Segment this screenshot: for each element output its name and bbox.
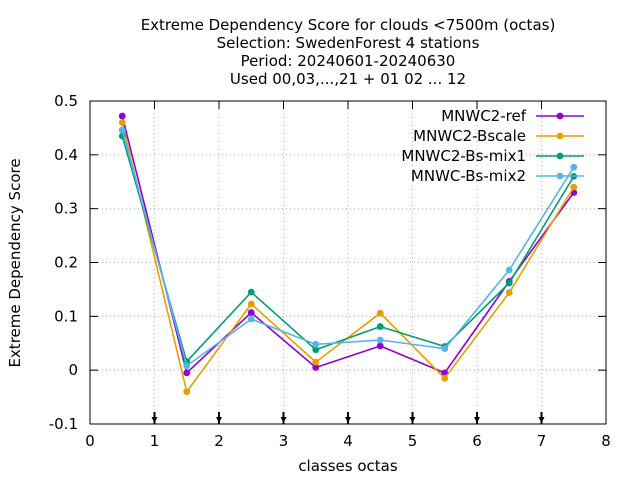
data-point: [570, 163, 578, 171]
data-point: [118, 112, 126, 120]
y-tick-label: 0.3: [54, 200, 78, 218]
x-boundary-arrow: [280, 417, 287, 423]
axis-ticks: 0 1 2 3 4 5 6 7 8 -0.1 0 0.1 0.2 0.3 0.4 0.5: [49, 92, 611, 450]
x-tick-label: 3: [279, 432, 289, 450]
title-line-2: Selection: SwedenForest 4 stations: [217, 34, 480, 52]
title-line-3: Period: 20240601-20240630: [241, 52, 456, 70]
y-tick-label: 0: [68, 361, 78, 379]
legend: MNWC2-ref MNWC2-Bscale MNWC2-Bs-mix1 MNWC-B…: [401, 107, 584, 185]
title-line-1: Extreme Dependency Score for clouds <750…: [141, 16, 556, 34]
data-point: [312, 346, 320, 354]
data-point: [441, 374, 449, 382]
x-boundary-arrow: [345, 417, 351, 423]
x-boundary-arrow: [409, 417, 416, 423]
data-point: [247, 315, 255, 323]
y-tick-label: 0.1: [54, 307, 78, 325]
data-point: [570, 183, 578, 191]
data-point: [183, 388, 191, 396]
x-tick-label: 1: [150, 432, 160, 450]
data-point: [376, 336, 384, 344]
data-point: [247, 309, 255, 316]
data-point: [183, 362, 191, 370]
chart-title: Extreme Dependency Score for clouds <750…: [141, 16, 556, 88]
legend-swatch-point: [556, 132, 564, 140]
data-point: [505, 289, 513, 297]
legend-label: MNWC2-Bs-mix1: [401, 147, 526, 165]
data-point: [312, 364, 320, 371]
x-tick-label: 4: [343, 432, 353, 450]
x-boundary-arrow: [538, 417, 545, 423]
x-boundary-arrow: [474, 417, 480, 423]
x-tick-label: 7: [537, 432, 547, 450]
data-point: [312, 358, 320, 366]
data-point: [247, 300, 255, 308]
legend-label: MNWC-Bs-mix2: [411, 167, 526, 185]
data-point: [376, 323, 384, 330]
data-point: [118, 119, 126, 126]
x-tick-label: 0: [85, 432, 95, 450]
x-tick-label: 6: [472, 432, 482, 450]
data-point: [441, 345, 449, 353]
data-point: [441, 369, 449, 377]
data-point: [118, 126, 126, 134]
series-0: [118, 112, 578, 377]
y-tick-label: 0.5: [54, 92, 78, 110]
y-tick-label: -0.1: [49, 415, 78, 433]
series-3: [118, 126, 578, 370]
legend-label: MNWC2-Bscale: [413, 127, 526, 145]
x-tick-label: 5: [408, 432, 418, 450]
series-line: [121, 129, 575, 368]
data-point: [183, 369, 191, 377]
legend-swatch-point: [556, 172, 564, 180]
x-tick-label: 8: [601, 432, 611, 450]
data-point: [505, 266, 513, 274]
series-line: [121, 135, 575, 364]
series-lines: [118, 112, 578, 396]
data-point: [505, 279, 513, 287]
x-boundary-arrow: [216, 417, 222, 423]
plot-frame: [89, 100, 607, 425]
data-point: [376, 309, 384, 317]
data-point: [247, 288, 255, 296]
series-line: [121, 115, 575, 375]
x-boundary-arrow: [151, 417, 158, 423]
x-axis-label: classes octas: [298, 457, 398, 475]
legend-label: MNWC2-ref: [441, 107, 526, 125]
y-axis-label: Extreme Dependency Score: [6, 158, 24, 367]
y-tick-label: 0.4: [54, 146, 78, 164]
y-tick-label: 0.2: [54, 254, 78, 272]
legend-swatch-point: [556, 112, 564, 120]
data-point: [312, 340, 320, 348]
title-line-4: Used 00,03,...,21 + 01 02 ... 12: [230, 70, 466, 88]
data-point: [376, 342, 384, 350]
x-tick-label: 2: [214, 432, 224, 450]
legend-swatch-point: [556, 152, 564, 160]
